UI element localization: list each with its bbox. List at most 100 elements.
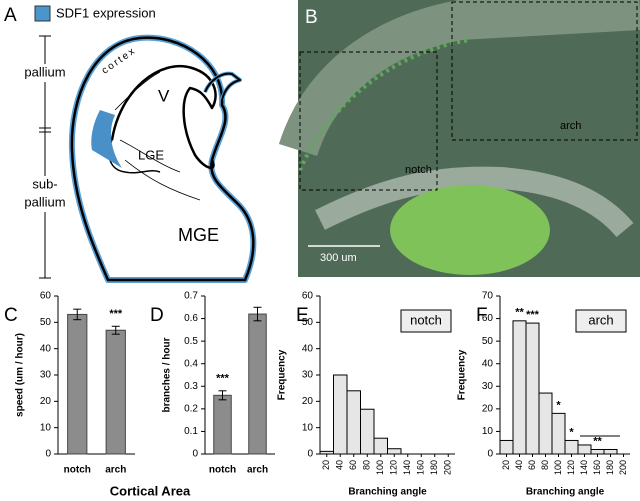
region-label: LGE — [138, 147, 164, 162]
x-tick-label: 80 — [540, 460, 550, 470]
y-tick-label: 50 — [302, 317, 314, 328]
y-tick-label: 40 — [482, 358, 494, 369]
bar — [248, 313, 267, 455]
bar — [525, 322, 540, 455]
significance: ** — [515, 307, 524, 319]
x-tick-label: 40 — [335, 460, 345, 470]
bar — [387, 448, 402, 455]
y-tick-label: 20 — [302, 396, 314, 407]
y-tick-label: 0.4 — [184, 358, 198, 369]
y-tick-label: 40 — [302, 343, 314, 354]
y-tick-label: 0.6 — [184, 313, 198, 324]
bar — [105, 329, 126, 455]
panel-label: E — [296, 305, 309, 326]
bar — [360, 408, 375, 455]
sdf1-region — [91, 110, 122, 168]
bar — [346, 390, 361, 455]
x-tick-label: arch — [247, 465, 268, 476]
bar — [319, 450, 334, 455]
y-tick-label: 0 — [487, 449, 493, 460]
y-tick-label: 10 — [40, 422, 52, 433]
migration-paths — [114, 71, 201, 201]
image-label: notch — [405, 164, 432, 176]
panel-label: B — [305, 7, 318, 28]
bar — [551, 412, 566, 455]
y-tick-label: 30 — [40, 370, 52, 381]
x-tick-label: 120 — [389, 460, 399, 475]
y-axis-label: branches / hour — [162, 337, 173, 412]
y-tick-label: 0 — [192, 449, 198, 460]
image-label: arch — [560, 120, 581, 132]
y-axis-label: speed (um / hour) — [15, 333, 26, 417]
legend-text: SDF1 expression — [56, 5, 156, 20]
bar — [213, 394, 232, 455]
y-tick-label: 0 — [307, 449, 313, 460]
y-tick-label: 0 — [45, 449, 51, 460]
x-tick-label: 80 — [362, 460, 372, 470]
bar — [512, 320, 527, 455]
significance: * — [569, 426, 574, 438]
y-tick-label: 70 — [482, 291, 494, 302]
x-tick-label: 100 — [375, 460, 385, 475]
bar — [577, 444, 592, 455]
y-tick-label: 30 — [302, 370, 314, 381]
scale-label: 300 um — [320, 252, 357, 264]
x-tick-label: 140 — [579, 460, 589, 475]
legend-text: arch — [588, 312, 613, 327]
bar — [373, 437, 388, 455]
region-label: pallium — [24, 64, 65, 79]
y-tick-label: 60 — [482, 313, 494, 324]
label-bg — [20, 176, 70, 212]
x-tick-label: 100 — [553, 460, 563, 475]
significance: * — [556, 399, 561, 411]
x-tick-label: 20 — [501, 460, 511, 470]
y-tick-label: 10 — [482, 426, 494, 437]
x-axis-label: Branching angle — [348, 487, 427, 498]
region-label: pallium — [24, 194, 65, 209]
x-tick-label: notch — [209, 465, 236, 476]
y-axis-label: Frequency — [457, 349, 468, 400]
x-tick-label: 200 — [443, 460, 453, 475]
y-tick-label: 0.2 — [184, 403, 198, 414]
x-tick-label: 160 — [416, 460, 426, 475]
y-tick-label: 0.5 — [184, 336, 198, 347]
significance: ** — [593, 435, 602, 447]
y-tick-label: 30 — [482, 381, 494, 392]
y-tick-label: 20 — [482, 403, 494, 414]
y-tick-label: 50 — [40, 317, 52, 328]
y-axis-label: Frequency — [277, 349, 288, 400]
x-tick-label: 40 — [514, 460, 524, 470]
x-axis-label: Branching angle — [526, 487, 605, 498]
y-tick-label: 60 — [40, 291, 52, 302]
x-axis-label: Cortical Area — [110, 483, 191, 498]
significance: *** — [109, 308, 123, 320]
x-tick-label: 20 — [321, 460, 331, 470]
label-bg — [22, 64, 70, 82]
y-tick-label: 40 — [40, 343, 52, 354]
micrograph — [278, 0, 640, 277]
bar — [538, 392, 553, 455]
y-tick-label: 60 — [302, 291, 314, 302]
y-tick-label: 0.1 — [184, 426, 198, 437]
x-tick-label: 120 — [566, 460, 576, 475]
panel-label: D — [150, 305, 164, 326]
y-tick-label: 20 — [40, 396, 52, 407]
significance: *** — [526, 309, 540, 321]
panel-label: F — [476, 305, 488, 326]
x-tick-label: 60 — [348, 460, 358, 470]
bar — [333, 374, 348, 455]
x-tick-label: notch — [64, 465, 91, 476]
y-tick-label: 0.7 — [184, 291, 198, 302]
bar — [499, 439, 514, 455]
x-tick-label: 180 — [605, 460, 615, 475]
region-label: MGE — [178, 225, 219, 245]
bar — [564, 439, 579, 455]
x-tick-label: 180 — [429, 460, 439, 475]
panel-label: A — [4, 5, 17, 26]
x-tick-label: 160 — [592, 460, 602, 475]
brain-outline — [68, 34, 257, 283]
legend-box — [400, 309, 452, 333]
bar — [603, 448, 618, 455]
x-tick-label: 60 — [527, 460, 537, 470]
